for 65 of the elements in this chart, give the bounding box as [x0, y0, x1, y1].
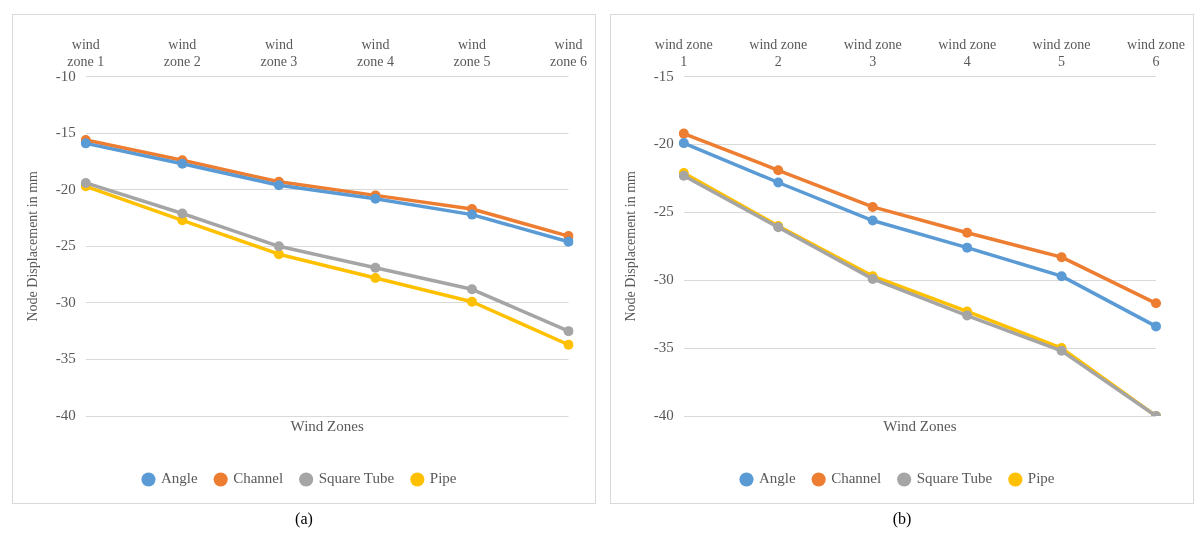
legend-label: Angle	[759, 470, 796, 487]
y-tick-label: -25	[653, 203, 674, 220]
x-tick-label: wind zone 6	[1127, 37, 1185, 69]
point	[867, 201, 878, 212]
legend-label: Channel	[233, 470, 284, 487]
y-tick-label: -40	[653, 406, 674, 423]
point	[80, 138, 91, 149]
legend-label: Square Tube	[318, 470, 395, 487]
y-tick-label: -20	[55, 180, 76, 197]
point	[678, 138, 689, 149]
x-tick-label: wind zone 5	[1032, 37, 1091, 69]
legend-label: Square Tube	[916, 470, 993, 487]
x-tick-label: wind zone 3	[843, 37, 902, 69]
x-tick-label: wind zone 4	[356, 37, 394, 69]
y-tick-label: -25	[55, 237, 76, 254]
point	[962, 310, 973, 321]
x-tick-label: wind zone 3	[260, 37, 298, 69]
y-tick-label: -30	[653, 271, 674, 288]
x-tick-label: wind zone 6	[550, 37, 587, 69]
point	[563, 236, 574, 247]
point	[370, 272, 381, 283]
x-tick-label: wind zone 1	[67, 37, 105, 69]
legend-label: Angle	[161, 470, 198, 487]
point	[177, 208, 188, 219]
x-axis-title: Wind Zones	[883, 417, 957, 434]
x-tick-label: wind zone 5	[453, 37, 491, 69]
point	[1151, 298, 1162, 309]
y-tick-label: -10	[55, 67, 76, 84]
y-tick-label: -30	[55, 293, 76, 310]
point	[773, 177, 784, 188]
x-tick-label: wind zone 4	[938, 37, 997, 69]
y-tick-label: -40	[55, 406, 76, 423]
point	[563, 339, 574, 350]
point	[1056, 271, 1067, 282]
y-axis-title: Node Displacement in mm	[25, 170, 41, 322]
point	[1056, 252, 1067, 263]
point	[563, 326, 574, 337]
point	[962, 242, 973, 253]
point	[466, 296, 477, 307]
y-axis-title: Node Displacement in mm	[623, 170, 639, 322]
text: (a)	[295, 510, 313, 528]
y-tick-label: -35	[55, 350, 76, 367]
point	[678, 128, 689, 139]
point	[273, 241, 284, 252]
x-tick-label: wind zone 2	[749, 37, 808, 69]
point	[867, 215, 878, 226]
y-tick-label: -35	[653, 339, 674, 356]
point	[80, 177, 91, 188]
text: (b)	[892, 510, 912, 528]
point	[273, 180, 284, 191]
point	[962, 227, 973, 238]
x-tick-label: wind zone 1	[654, 37, 713, 69]
point	[466, 209, 477, 220]
point	[370, 262, 381, 273]
legend-label: Channel	[831, 470, 882, 487]
point	[466, 284, 477, 295]
y-tick-label: -15	[55, 124, 76, 141]
y-tick-label: -15	[653, 67, 674, 84]
x-tick-label: wind zone 2	[163, 37, 201, 69]
x-axis-title: Wind Zones	[290, 417, 364, 434]
y-tick-label: -20	[653, 135, 674, 152]
legend-label: Pipe	[1027, 470, 1055, 487]
point	[1151, 321, 1162, 332]
legend-label: Pipe	[429, 470, 457, 487]
point	[773, 165, 784, 176]
